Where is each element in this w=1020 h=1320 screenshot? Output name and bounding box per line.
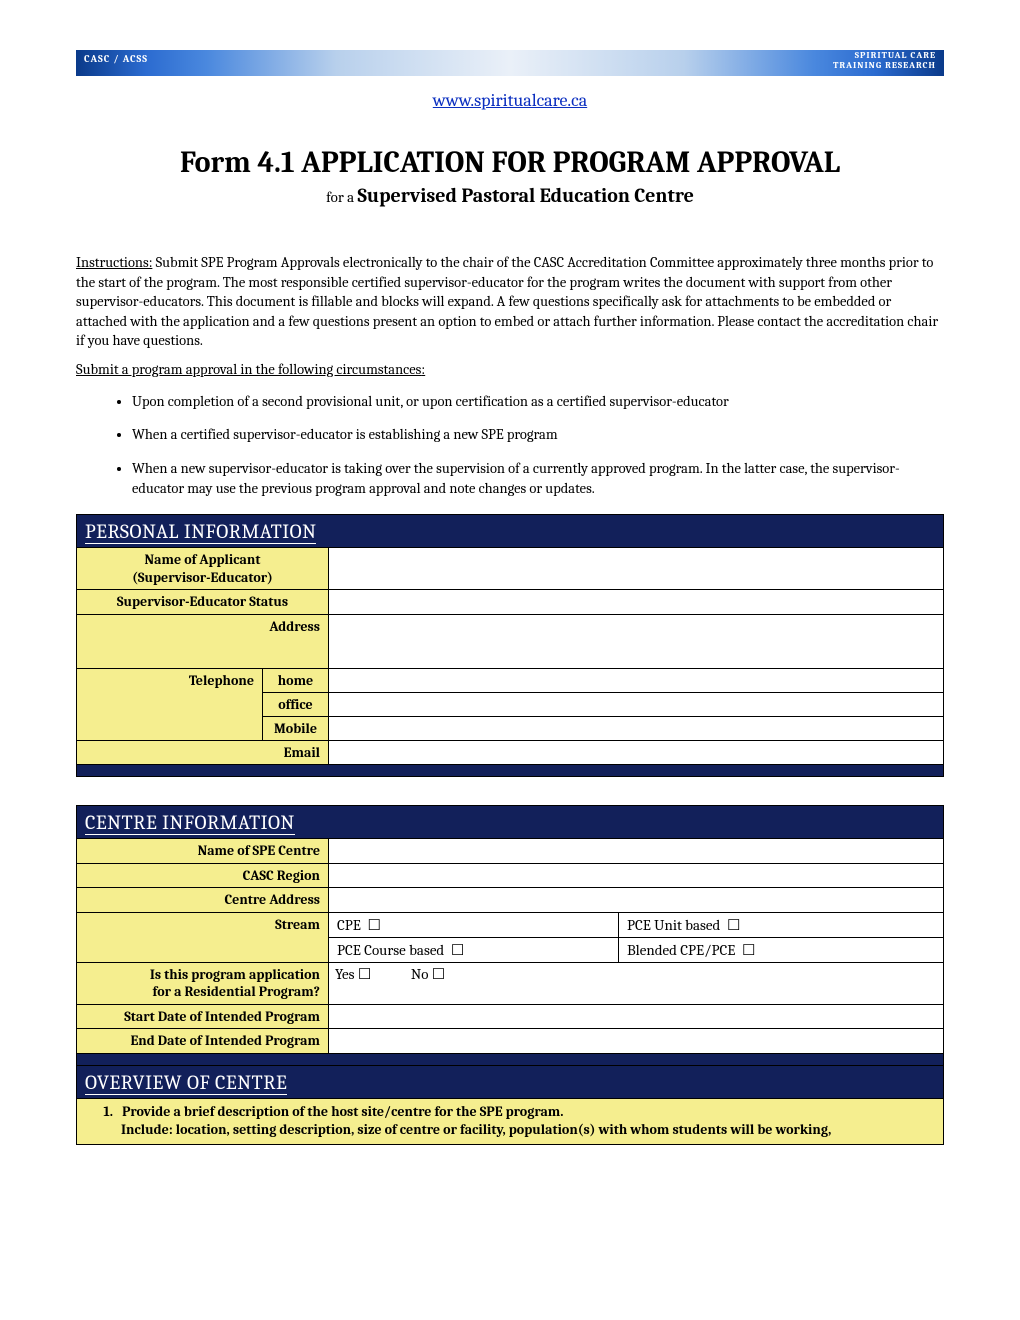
label-status: Supervisor-Educator Status	[77, 590, 329, 615]
website-link-row: www.spiritualcare.ca	[76, 90, 944, 111]
list-item: When a certified supervisor-educator is …	[132, 425, 944, 445]
form-title: Form 4.1 APPLICATION FOR PROGRAM APPROVA…	[76, 145, 944, 180]
centre-info-table: CENTRE INFORMATION Name of SPE Centre CA…	[76, 805, 944, 1145]
input-phone-office[interactable]	[329, 692, 944, 716]
circumstances-list: Upon completion of a second provisional …	[76, 392, 944, 498]
input-email[interactable]	[329, 740, 944, 765]
label-phone-office: office	[263, 692, 329, 716]
input-end-date[interactable]	[329, 1029, 944, 1054]
label-centre-address: Centre Address	[77, 888, 329, 913]
label-phone-home: home	[263, 668, 329, 692]
list-item: When a new supervisor-educator is taking…	[132, 459, 944, 498]
checkbox-pce-course[interactable]: PCE Course based ☐	[329, 937, 619, 962]
instructions-paragraph: Instructions: Submit SPE Program Approva…	[76, 253, 944, 351]
header-banner: CASC / ACSS SPIRITUAL CARE TRAINING RESE…	[76, 50, 944, 76]
label-telephone: Telephone	[77, 668, 263, 740]
label-start-date: Start Date of Intended Program	[77, 1004, 329, 1029]
label-applicant-name: Name of Applicant (Supervisor-Educator)	[77, 548, 329, 590]
checkbox-cpe[interactable]: CPE ☐	[329, 912, 619, 937]
input-phone-home[interactable]	[329, 668, 944, 692]
input-address[interactable]	[329, 614, 944, 668]
section-header-personal: PERSONAL INFORMATION	[77, 515, 944, 548]
label-end-date: End Date of Intended Program	[77, 1029, 329, 1054]
form-subtitle: for a Supervised Pastoral Education Cent…	[76, 184, 944, 207]
question-1: 1. Provide a brief description of the ho…	[77, 1098, 944, 1145]
checkbox-pce-unit[interactable]: PCE Unit based ☐	[619, 912, 944, 937]
input-centre-name[interactable]	[329, 839, 944, 864]
label-region: CASC Region	[77, 863, 329, 888]
label-phone-mobile: Mobile	[263, 716, 329, 740]
banner-right-text: SPIRITUAL CARE TRAINING RESEARCH	[833, 52, 936, 72]
section-header-centre: CENTRE INFORMATION	[77, 806, 944, 839]
label-stream: Stream	[77, 912, 329, 962]
personal-info-table: PERSONAL INFORMATION Name of Applicant (…	[76, 514, 944, 777]
label-address: Address	[77, 614, 329, 668]
banner-left-text: CASC / ACSS	[84, 53, 148, 65]
input-region[interactable]	[329, 863, 944, 888]
input-residential[interactable]: Yes ☐ No ☐	[329, 962, 944, 1004]
label-residential: Is this program application for a Reside…	[77, 962, 329, 1004]
website-link[interactable]: www.spiritualcare.ca	[433, 90, 587, 111]
navy-spacer	[77, 1053, 944, 1065]
circumstances-label: Submit a program approval in the followi…	[76, 361, 944, 378]
checkbox-blended[interactable]: Blended CPE/PCE ☐	[619, 937, 944, 962]
label-centre-name: Name of SPE Centre	[77, 839, 329, 864]
input-start-date[interactable]	[329, 1004, 944, 1029]
input-status[interactable]	[329, 590, 944, 615]
input-centre-address[interactable]	[329, 888, 944, 913]
input-phone-mobile[interactable]	[329, 716, 944, 740]
section-header-overview: OVERVIEW OF CENTRE	[77, 1065, 944, 1098]
navy-spacer	[77, 765, 944, 777]
list-item: Upon completion of a second provisional …	[132, 392, 944, 412]
label-email: Email	[77, 740, 329, 765]
input-applicant-name[interactable]	[329, 548, 944, 590]
